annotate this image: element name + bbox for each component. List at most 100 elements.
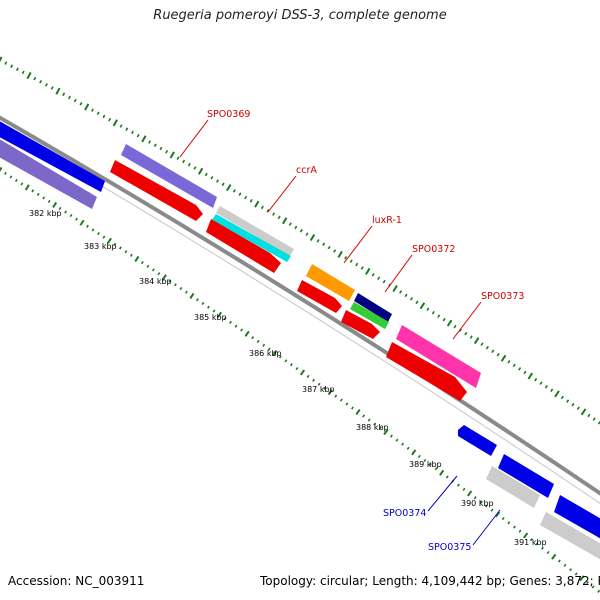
inner-tick-track-tick — [378, 426, 382, 430]
inner-tick-track-tick — [467, 490, 473, 497]
outer-tick-track-tick — [44, 83, 48, 87]
outer-tick-track-tick — [480, 342, 484, 346]
feature-blue-left-outer — [0, 121, 105, 192]
outer-tick-track-tick — [68, 95, 71, 100]
inner-tick-track-tick — [434, 467, 438, 471]
inner-tick-track-tick — [479, 500, 483, 504]
outer-tick-track-tick — [527, 372, 534, 380]
inner-tick-track-tick — [439, 469, 445, 476]
scale-label-382: 382 kbp — [29, 209, 62, 218]
inner-tick-track-tick — [495, 511, 501, 518]
outer-tick-track-tick — [73, 98, 77, 103]
inner-tick-track-tick — [223, 317, 227, 321]
leader-SPO0369 — [179, 119, 209, 158]
outer-tick-track-tick — [534, 377, 538, 382]
outer-tick-track-tick — [344, 256, 348, 260]
outer-tick-track-tick — [305, 232, 309, 236]
feature-track — [0, 121, 600, 560]
outer-tick-track-tick — [446, 319, 453, 327]
gene-label-ccrA: ccrA — [296, 165, 317, 176]
outer-tick-track-tick — [197, 167, 204, 175]
inner-tick-track-tick — [161, 274, 167, 281]
outer-tick-track-tick — [560, 395, 564, 400]
outer-tick-track-tick — [4, 61, 8, 65]
outer-tick-track-tick — [288, 222, 292, 226]
accession-label: Accession: NC_003911 — [8, 574, 145, 588]
outer-tick-track-tick — [226, 184, 232, 192]
outer-tick-track-tick — [136, 133, 140, 138]
outer-tick-track-tick — [377, 276, 381, 280]
inner-tick-track-tick — [97, 231, 100, 236]
outer-tick-track-tick — [62, 92, 66, 97]
inner-tick-track-tick — [367, 418, 371, 422]
gene-labels: SPO0369 ccrA luxR-1 SPO0372 SPO0373 SPO0… — [207, 109, 524, 553]
inner-tick-track-tick — [423, 458, 427, 463]
inner-tick-track-tick — [234, 324, 238, 328]
outer-tick-track-tick — [355, 262, 359, 267]
outer-tick-track-tick — [473, 337, 480, 345]
inner-tick-track-tick — [351, 406, 354, 410]
outer-tick-track-tick — [50, 86, 54, 90]
inner-tick-track-tick — [262, 343, 266, 347]
gene-label-SPO0373: SPO0373 — [481, 291, 524, 302]
outer-tick-track-tick — [580, 408, 587, 416]
inner-tick-track-tick — [244, 330, 250, 337]
outer-tick-track-tick — [141, 135, 147, 143]
label-leaders — [179, 119, 501, 546]
inner-tick-track-tick — [401, 442, 405, 446]
inner-tick-track-tick — [546, 550, 550, 555]
inner-tick-track-tick — [86, 224, 89, 228]
outer-tick-track-tick — [148, 140, 152, 144]
inner-tick-track-tick — [184, 290, 188, 294]
inner-tick-track-tick — [334, 394, 338, 398]
outer-tick-track-tick — [169, 151, 175, 159]
feature-SPO0372-gene — [341, 310, 380, 339]
outer-tick-track-tick — [277, 215, 281, 220]
feature-SPO0372-cds2 — [350, 302, 389, 329]
inner-tick-track-tick — [124, 250, 128, 254]
outer-tick-track-tick — [415, 300, 419, 305]
inner-tick-track-tick — [289, 363, 293, 367]
inner-tick-track-tick — [79, 219, 85, 226]
inner-tick-track-tick — [512, 525, 516, 529]
feature-SPO0373-cds — [396, 325, 481, 388]
feature-ccrA-gene — [206, 219, 281, 273]
gene-label-SPO0369: SPO0369 — [207, 109, 250, 120]
outer-tick-track-tick — [512, 363, 516, 368]
inner-tick-track-tick — [146, 264, 150, 268]
feature-SPO0369-cds — [121, 144, 217, 208]
outer-tick-track-tick — [544, 384, 548, 389]
backbone-line-outer — [0, 115, 600, 496]
inner-tick-track-tick — [140, 261, 144, 265]
map-title: Ruegeria pomeroyi DSS-3, complete genome — [153, 8, 447, 23]
inner-tick-track-tick — [91, 228, 95, 232]
gene-label-SPO0375: SPO0375 — [428, 542, 471, 553]
inner-tick-track-tick — [196, 298, 199, 302]
inner-tick-track-tick — [523, 532, 529, 539]
inner-tick-track-tick — [574, 572, 578, 576]
feature-right-blue — [554, 495, 600, 539]
outer-tick-track-tick — [33, 76, 37, 81]
scale-label-386: 386 kbp — [249, 349, 282, 358]
inner-tick-track-tick — [42, 196, 46, 200]
outer-tick-track-tick — [26, 71, 32, 80]
outer-tick-track-tick — [576, 406, 580, 411]
inner-tick-track-tick — [20, 182, 24, 186]
scale-label-384: 384 kbp — [139, 277, 172, 286]
outer-tick-track-tick — [112, 119, 118, 127]
outer-tick-track-tick — [254, 200, 260, 208]
outer-tick-track-tick — [249, 199, 253, 203]
scale-label-391: 391 kbp — [514, 538, 547, 547]
outer-tick-track-tick — [84, 103, 90, 111]
outer-tick-track-tick — [437, 314, 441, 318]
outer-tick-track-tick — [294, 225, 298, 230]
inner-tick-track-tick — [201, 301, 205, 306]
scale-label-388: 388 kbp — [356, 423, 389, 432]
outer-tick-track-tick — [587, 413, 591, 418]
inner-tick-track-tick — [31, 189, 35, 193]
inner-tick-track-tick — [179, 286, 183, 291]
outer-tick-track-tick — [571, 402, 575, 407]
outer-tick-track-tick — [165, 149, 169, 154]
outer-tick-track-tick — [485, 345, 489, 350]
feature-luxR-1-cds — [306, 264, 355, 301]
